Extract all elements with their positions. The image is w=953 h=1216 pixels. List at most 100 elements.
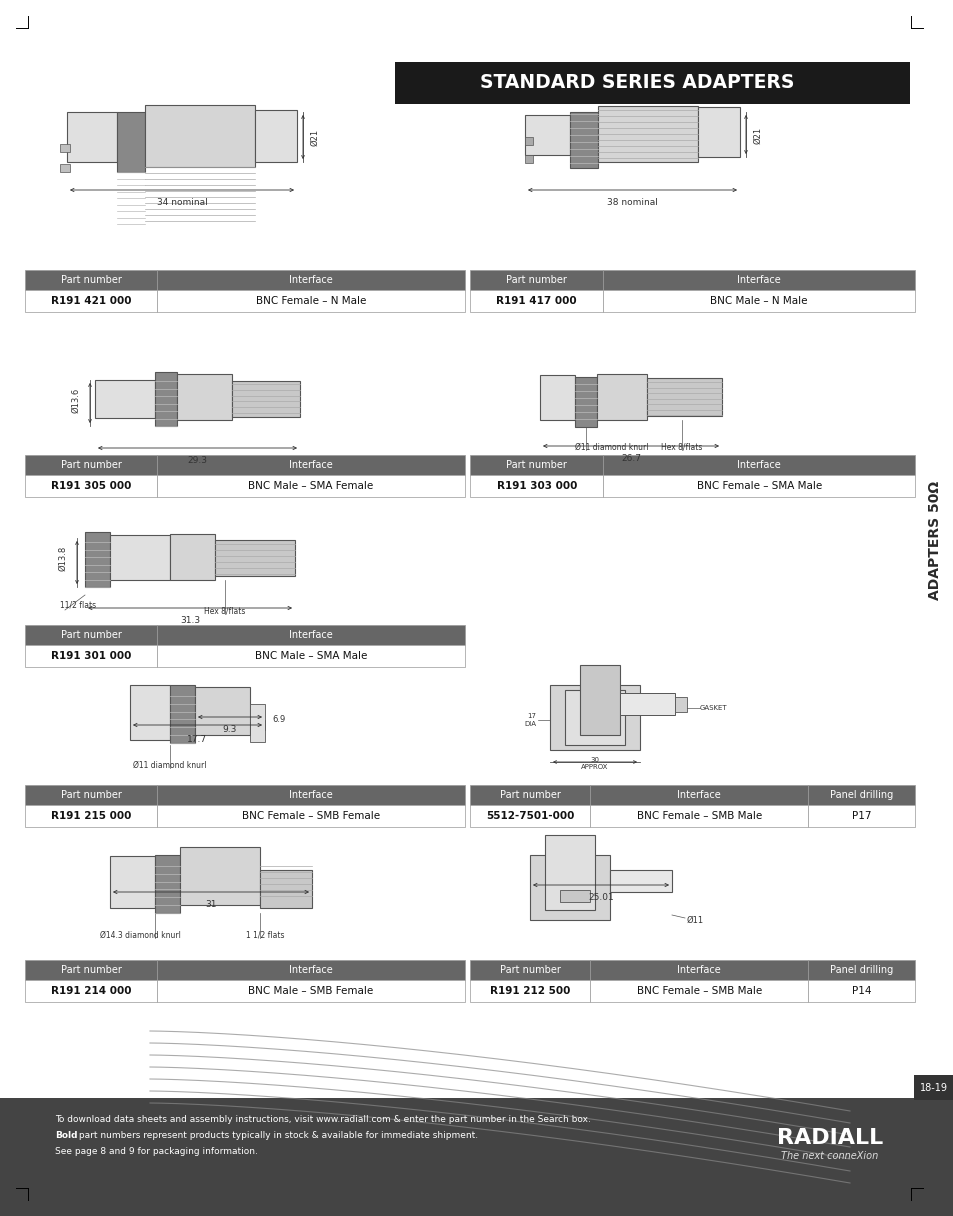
Bar: [579, 665, 619, 734]
Bar: [157, 644, 464, 668]
Bar: [214, 540, 294, 576]
Bar: [603, 455, 914, 475]
Text: Interface: Interface: [677, 966, 720, 975]
Text: Part number: Part number: [60, 630, 121, 640]
Bar: [157, 289, 464, 313]
Text: BNC Female – N Male: BNC Female – N Male: [255, 295, 366, 306]
Text: 31.3: 31.3: [180, 617, 200, 625]
Text: ADAPTERS 50Ω: ADAPTERS 50Ω: [927, 480, 941, 599]
Bar: [60, 164, 70, 171]
Bar: [470, 805, 590, 827]
Text: R191 303 000: R191 303 000: [497, 482, 577, 491]
Text: Part number: Part number: [60, 790, 121, 800]
Bar: [539, 375, 575, 420]
Text: Part number: Part number: [499, 966, 560, 975]
Bar: [590, 959, 807, 980]
Bar: [470, 270, 603, 289]
Bar: [524, 154, 533, 163]
Bar: [530, 855, 609, 921]
Text: Panel drilling: Panel drilling: [829, 966, 892, 975]
Text: R191 301 000: R191 301 000: [51, 651, 132, 662]
Bar: [569, 112, 598, 168]
Bar: [544, 835, 595, 910]
Bar: [177, 375, 232, 420]
Bar: [470, 786, 590, 805]
Bar: [807, 805, 914, 827]
Bar: [807, 959, 914, 980]
Bar: [25, 644, 157, 668]
Text: Ø21: Ø21: [310, 129, 318, 146]
Text: Ø13.8: Ø13.8: [58, 545, 67, 570]
Bar: [232, 381, 299, 417]
Bar: [154, 372, 177, 426]
Text: Part number: Part number: [60, 275, 121, 285]
Bar: [250, 704, 265, 742]
Text: Ø13.6: Ø13.6: [71, 388, 80, 412]
Bar: [60, 143, 70, 152]
Text: R191 215 000: R191 215 000: [51, 811, 132, 821]
Bar: [807, 786, 914, 805]
Text: 34 nominal: 34 nominal: [156, 198, 207, 207]
Bar: [157, 786, 464, 805]
Bar: [157, 625, 464, 644]
Bar: [25, 270, 157, 289]
Bar: [603, 475, 914, 497]
Bar: [470, 959, 590, 980]
Bar: [157, 270, 464, 289]
Bar: [590, 805, 807, 827]
Bar: [25, 959, 157, 980]
Text: Ø21: Ø21: [752, 126, 761, 143]
Text: 17.7: 17.7: [187, 734, 208, 744]
Bar: [470, 455, 603, 475]
Text: 31: 31: [205, 900, 216, 910]
Bar: [25, 980, 157, 1002]
Text: R191 305 000: R191 305 000: [51, 482, 132, 491]
Bar: [597, 375, 646, 420]
Bar: [524, 116, 569, 154]
Bar: [395, 62, 909, 105]
Bar: [524, 137, 533, 145]
Text: Ø11 diamond knurl: Ø11 diamond knurl: [575, 443, 648, 452]
Bar: [675, 697, 686, 713]
Bar: [85, 533, 110, 587]
Text: Interface: Interface: [289, 460, 333, 471]
Bar: [180, 848, 260, 905]
Bar: [603, 289, 914, 313]
Text: Hex 8/flats: Hex 8/flats: [660, 443, 702, 452]
Text: R191 214 000: R191 214 000: [51, 986, 132, 996]
Text: Hex 8/flats: Hex 8/flats: [204, 607, 246, 617]
Bar: [254, 109, 296, 162]
Text: Part number: Part number: [506, 460, 567, 471]
Bar: [564, 689, 624, 745]
Bar: [194, 687, 250, 734]
Text: R191 212 500: R191 212 500: [490, 986, 570, 996]
Text: 1 1/2 flats: 1 1/2 flats: [246, 931, 284, 940]
Text: Interface: Interface: [289, 966, 333, 975]
Bar: [117, 112, 145, 171]
Text: Panel drilling: Panel drilling: [829, 790, 892, 800]
Text: See page 8 and 9 for packaging information.: See page 8 and 9 for packaging informati…: [55, 1148, 257, 1156]
Text: 38 nominal: 38 nominal: [606, 198, 658, 207]
Text: Bold: Bold: [55, 1132, 77, 1141]
Bar: [575, 377, 597, 427]
Bar: [145, 105, 254, 167]
Bar: [67, 112, 117, 162]
Text: To download data sheets and assembly instructions, visit www.radiall.com & enter: To download data sheets and assembly ins…: [55, 1115, 590, 1125]
Bar: [25, 805, 157, 827]
Text: RADIALL: RADIALL: [776, 1128, 882, 1148]
Bar: [130, 685, 170, 741]
Bar: [157, 455, 464, 475]
Text: 29.3: 29.3: [188, 456, 208, 465]
Bar: [559, 890, 589, 902]
Text: 17
DIA: 17 DIA: [523, 714, 536, 726]
Text: 18-19: 18-19: [919, 1083, 947, 1093]
Text: Interface: Interface: [677, 790, 720, 800]
Bar: [646, 378, 721, 416]
Text: Part number: Part number: [60, 460, 121, 471]
Text: Interface: Interface: [289, 275, 333, 285]
Bar: [598, 106, 698, 162]
Bar: [157, 959, 464, 980]
Text: P14: P14: [851, 986, 870, 996]
Bar: [157, 980, 464, 1002]
Text: The next conneXion: The next conneXion: [781, 1152, 878, 1161]
